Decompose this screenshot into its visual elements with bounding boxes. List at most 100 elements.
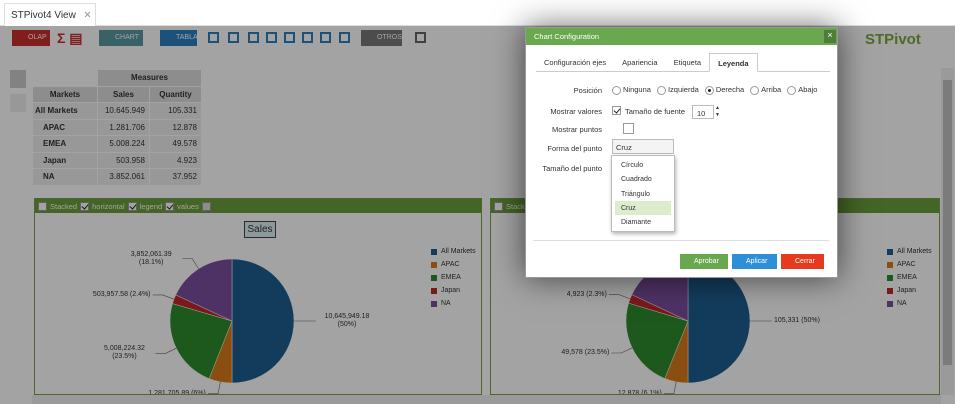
dialog: Chart Configuration × Configuración ejes… [525, 27, 838, 278]
legend-item[interactable]: Japan [887, 284, 932, 297]
tool-icon[interactable] [320, 32, 331, 43]
pivot-row: EMEA 5.008.224 49.578 [32, 135, 202, 153]
checkbox[interactable] [38, 201, 47, 211]
dropdown-option[interactable]: Círculo [621, 162, 644, 169]
legend: All Markets APAC EMEA Japan NA [887, 245, 932, 310]
dropdown-option[interactable]: Triángulo [621, 190, 650, 198]
tool-icon[interactable] [302, 32, 313, 43]
sum-icon[interactable]: Σ ▤ [57, 30, 83, 46]
tool-icon[interactable] [284, 32, 295, 43]
dropdown-option[interactable]: Cruz [615, 200, 671, 216]
legend-item[interactable]: EMEA [887, 271, 932, 284]
close-dialog-button[interactable]: Cerrar [781, 254, 824, 269]
tool-icon[interactable] [228, 32, 239, 43]
tool-icon[interactable] [208, 32, 219, 43]
dialog-tab[interactable]: Etiqueta [673, 58, 702, 67]
close-button[interactable]: × [824, 30, 836, 43]
radio [656, 85, 666, 95]
pivot-row: All Markets 10.645.949 105.331 [32, 102, 202, 120]
legend: All Markets APAC EMEA Japan NA [431, 245, 476, 310]
row-header[interactable]: APAC [32, 118, 98, 136]
legend-item[interactable]: EMEA [431, 271, 476, 284]
tool-icon[interactable] [339, 32, 350, 43]
tool-icon[interactable] [266, 32, 277, 43]
header: Markets [32, 85, 98, 103]
tab-title: STPivot4 View [11, 10, 76, 21]
options-icon[interactable] [201, 201, 211, 211]
side-icon[interactable] [10, 70, 26, 88]
field-label: Tamaño del punto [542, 164, 602, 173]
radio-label: Abajo [798, 85, 818, 94]
radio-option[interactable]: Ninguna [612, 85, 651, 95]
tabla-button[interactable]: TABLA [160, 30, 198, 46]
legend-item[interactable]: All Markets [431, 245, 476, 258]
otros-button[interactable]: OTROS [361, 30, 402, 46]
checkbox[interactable] [80, 201, 90, 211]
checkbox[interactable] [623, 123, 635, 134]
header[interactable]: Sales [97, 85, 150, 103]
tab[interactable]: STPivot4 View [4, 3, 96, 26]
field-label: Tamaño de fuente [625, 107, 686, 116]
header[interactable]: Quantity [149, 85, 202, 103]
legend-item[interactable]: NA [431, 297, 476, 310]
legend-item[interactable]: All Markets [887, 245, 932, 258]
dialog-tab[interactable]: Apariencia [622, 58, 658, 67]
chart-button[interactable]: CHART [99, 30, 143, 46]
legend-swatch [887, 287, 893, 294]
dropdown-option[interactable]: Cuadrado [621, 176, 652, 184]
legend-label: Japan [441, 287, 461, 294]
olap-button[interactable]: OLAP [12, 30, 50, 46]
tool-icon[interactable] [415, 32, 426, 43]
legend-item[interactable]: APAC [887, 258, 932, 271]
legend-item[interactable]: NA [887, 297, 932, 310]
checkbox[interactable] [165, 201, 175, 211]
legend-swatch [431, 287, 437, 294]
radio-option[interactable]: Izquierda [656, 85, 699, 95]
radio [612, 85, 621, 95]
legend-label: EMEA [897, 274, 917, 281]
option-label: Stacked [50, 201, 78, 211]
scrollbar[interactable] [941, 68, 954, 395]
radio-option[interactable]: Abajo [787, 85, 817, 95]
spinner-arrows[interactable]: ▲ ▼ [715, 105, 720, 118]
pivot-row: NA 3.852.061 37.952 [32, 168, 202, 186]
cell: 4.923 [149, 151, 202, 169]
checkbox[interactable] [612, 106, 621, 115]
row-header[interactable]: EMEA [32, 135, 98, 153]
row-header[interactable]: NA [32, 168, 98, 186]
spinner[interactable]: 10 [692, 105, 714, 119]
cell: 10.645.949 [97, 102, 150, 120]
tool-icon[interactable] [248, 32, 259, 43]
chart-panel: Stacked horizontal legend values Sales 10,645… [34, 198, 482, 395]
legend-swatch [887, 300, 893, 307]
select[interactable]: Cruz [612, 139, 674, 154]
checkbox[interactable] [127, 201, 137, 211]
cell: 503.958 [97, 151, 150, 169]
scrollbar[interactable] [32, 395, 941, 404]
radio-label: Derecha [715, 85, 745, 94]
radio-group: Ninguna Izquierda Derecha Arriba Abajo [612, 85, 817, 95]
apply-button[interactable]: Aplicar [732, 254, 777, 269]
radio-option[interactable]: Derecha [704, 85, 745, 95]
legend-item[interactable]: APAC [431, 258, 476, 271]
legend-label: NA [897, 300, 907, 307]
value-label: 1,281,705.89 (6%) [148, 389, 206, 395]
radio-option[interactable]: Arriba [750, 85, 781, 95]
radio-label: Ninguna [623, 85, 651, 94]
checkbox[interactable] [494, 201, 503, 211]
value-label: 503,957.58 (2.4%) [92, 290, 151, 298]
dialog-tab[interactable]: Leyenda [709, 53, 758, 72]
value-label: 5,008,224.32 (23.5%) [104, 345, 145, 361]
side-icon[interactable] [10, 94, 26, 112]
dialog-tab[interactable]: Configuración ejes [544, 58, 607, 67]
row-header[interactable]: Japan [32, 151, 98, 169]
legend-label: APAC [897, 261, 916, 268]
legend-item[interactable]: Japan [431, 284, 476, 297]
tab-close[interactable] [84, 11, 91, 18]
approve-button[interactable]: Aprobar [680, 254, 728, 269]
value-label: 49,578 (23.5%) [561, 349, 610, 356]
leader-line [152, 294, 175, 300]
leader-line [611, 347, 633, 354]
cell: 37.952 [149, 168, 202, 186]
dropdown-option[interactable]: Diamante [621, 219, 651, 227]
